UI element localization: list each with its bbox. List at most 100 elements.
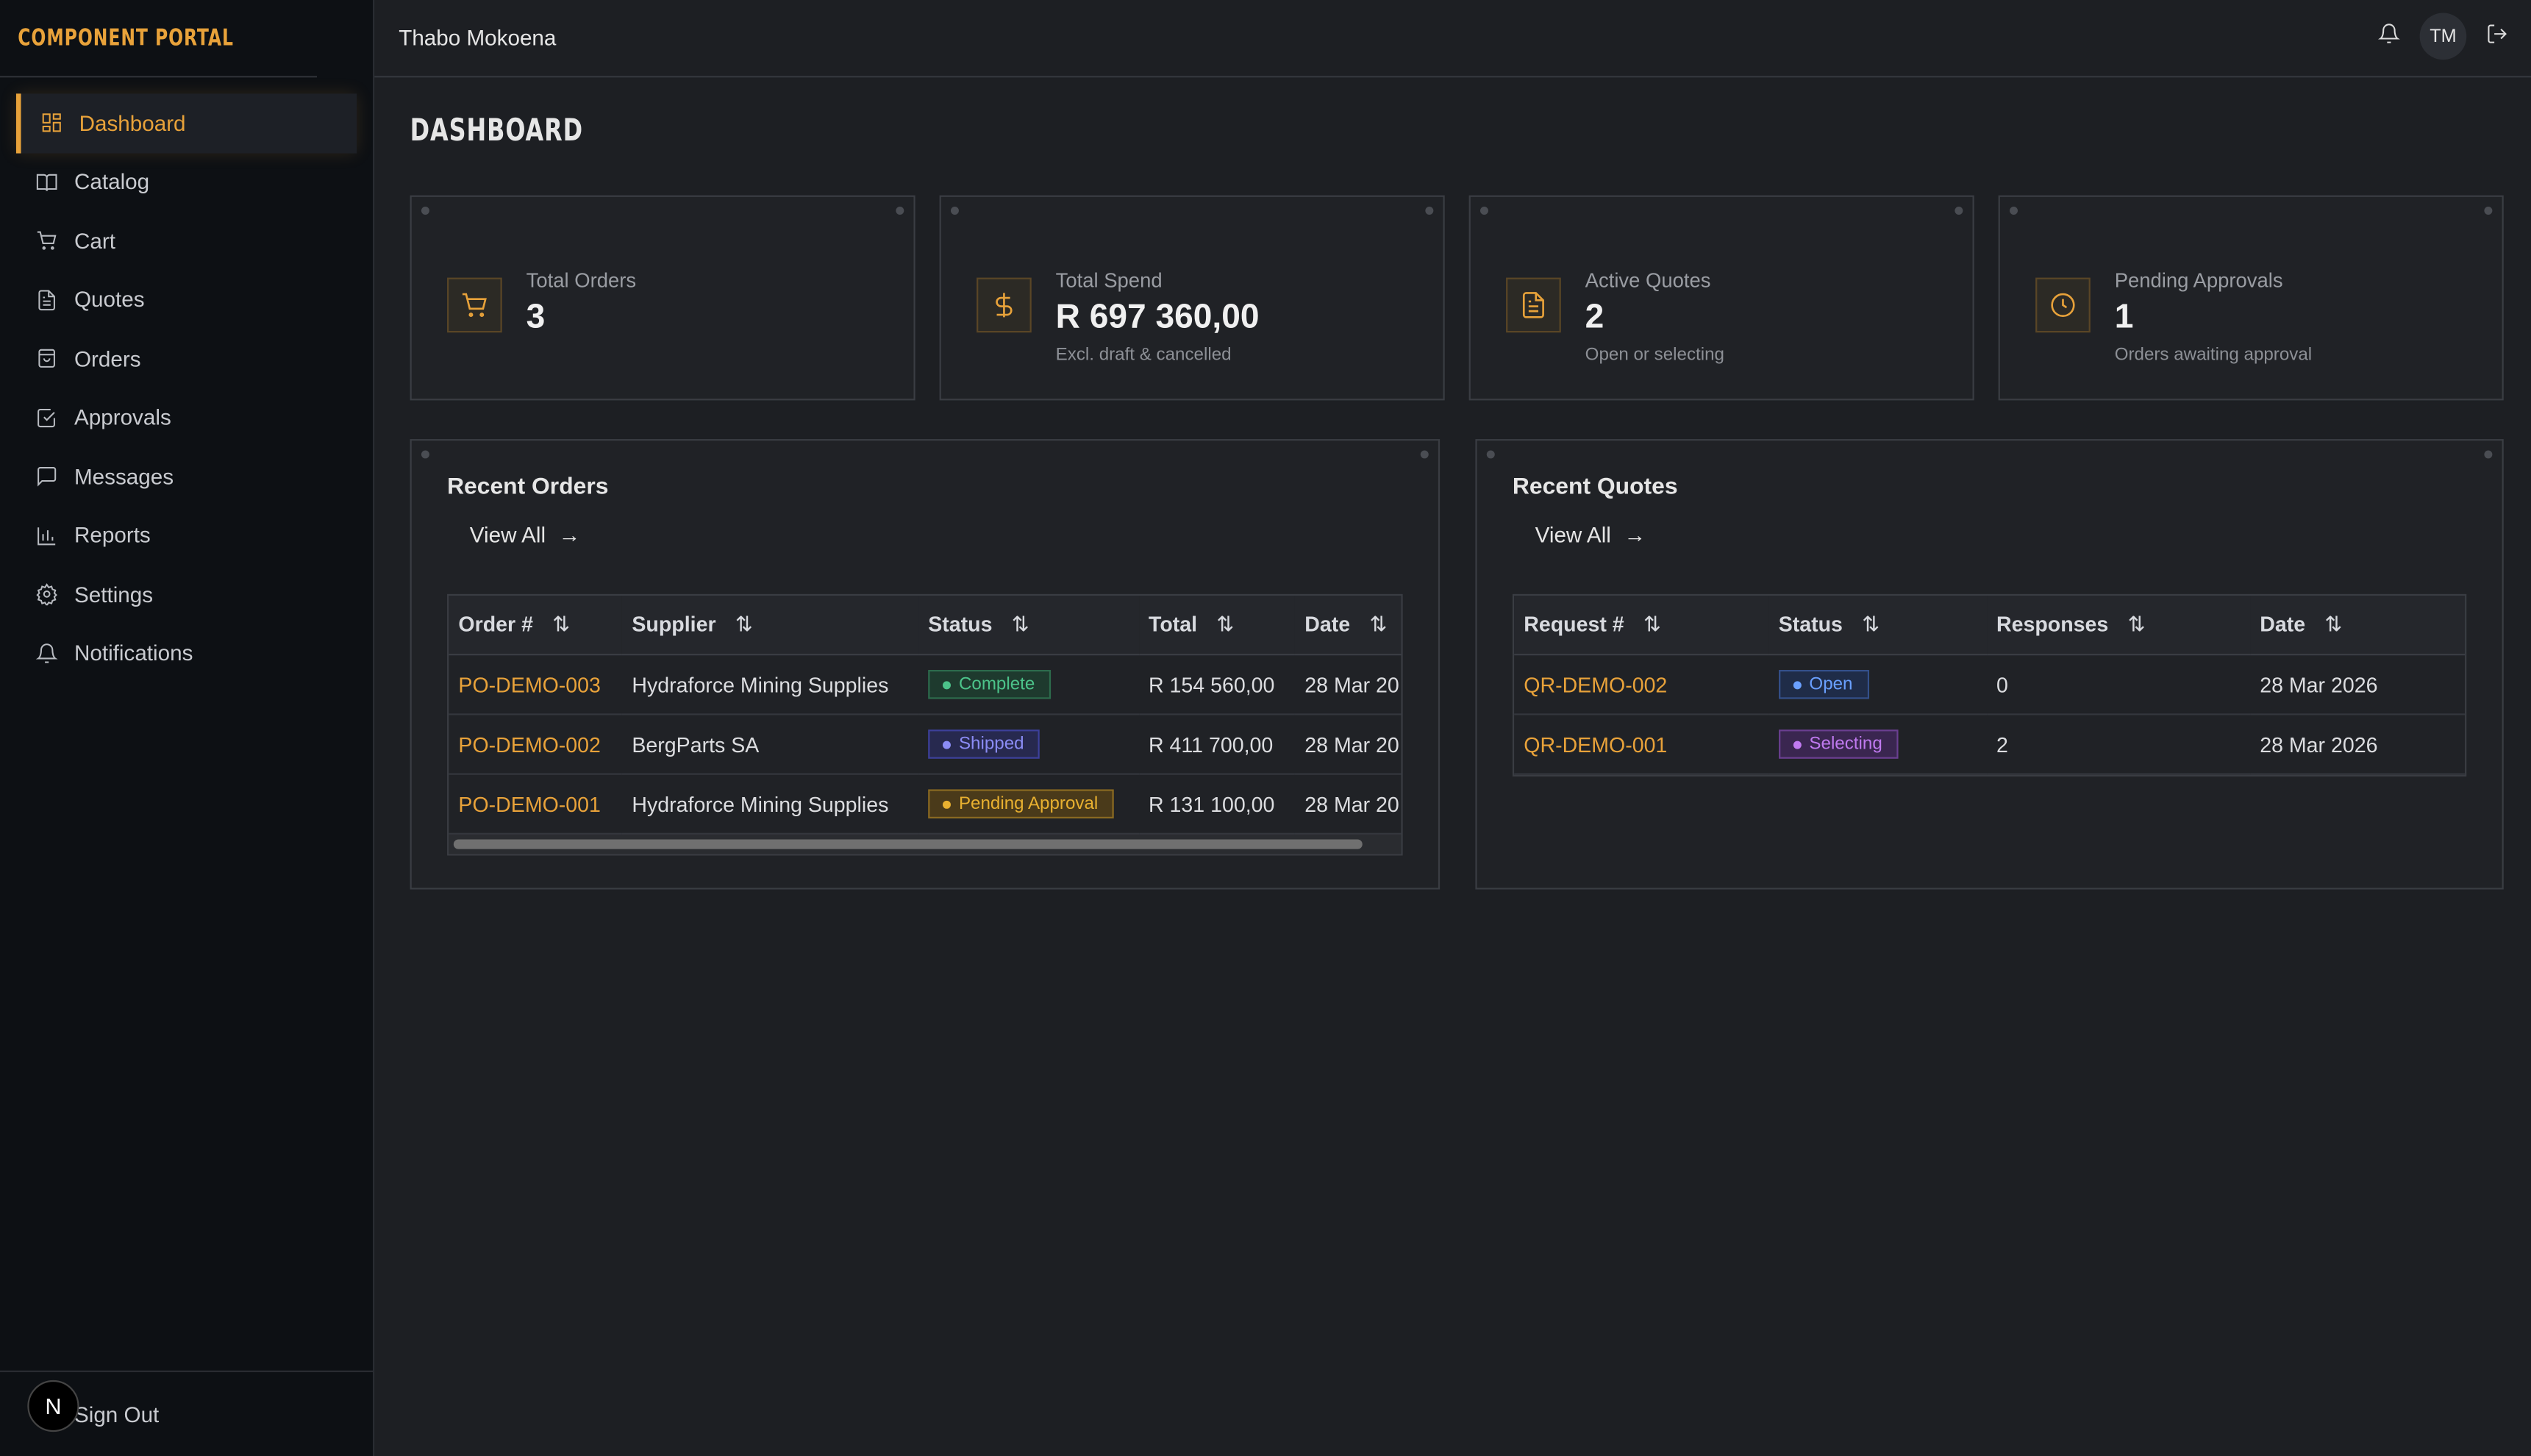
column-header[interactable]: Status ⇅ <box>1768 596 1987 656</box>
gear-icon <box>36 583 57 606</box>
quote-link[interactable]: QR-DEMO-001 <box>1514 714 1769 775</box>
total-cell: R 411 700,00 <box>1138 714 1296 775</box>
quote-link[interactable]: QR-DEMO-002 <box>1514 654 1769 715</box>
sidebar-item-label: Settings <box>74 582 154 607</box>
dev-tools-badge[interactable]: N <box>27 1380 79 1432</box>
stat-card: Total Orders 3 <box>410 195 915 401</box>
table-row[interactable]: PO-DEMO-002 BergParts SA Shipped R 411 700,… <box>449 714 1402 775</box>
table-row[interactable]: PO-DEMO-001 Hydraforce Mining Supplies Pen… <box>449 774 1402 835</box>
sidebar-item-orders[interactable]: Orders <box>0 329 373 388</box>
book-icon <box>36 174 57 191</box>
column-header[interactable]: Status ⇅ <box>918 596 1139 656</box>
stat-subtext: Excl. draft & cancelled <box>1055 345 1232 365</box>
brand-logo: COMPONENT PORTAL <box>0 0 318 78</box>
stat-label: Active Quotes <box>1585 269 1711 293</box>
sort-icon[interactable]: ⇅ <box>735 611 753 636</box>
table-row[interactable]: PO-DEMO-003 Hydraforce Mining Supplies Com… <box>449 654 1402 715</box>
stat-subtext: Orders awaiting approval <box>2114 345 2313 365</box>
sort-icon[interactable]: ⇅ <box>2127 611 2146 636</box>
view-all-orders-link[interactable]: View All → <box>470 523 580 547</box>
sidebar-item-label: Dashboard <box>79 110 186 135</box>
total-cell: R 154 560,00 <box>1138 654 1296 715</box>
view-all-label: View All <box>469 523 546 548</box>
sidebar-item-label: Notifications <box>74 641 193 665</box>
dashboard-icon <box>42 113 61 132</box>
clock-icon <box>2035 277 2091 333</box>
sort-icon[interactable]: ⇅ <box>1369 611 1388 636</box>
order-link[interactable]: PO-DEMO-002 <box>449 714 623 775</box>
stat-value: 1 <box>2114 299 2134 336</box>
view-all-quotes-link[interactable]: View All → <box>1535 523 1646 547</box>
stat-card: Pending Approvals 1 Orders awaiting appr… <box>1998 195 2504 401</box>
table-row[interactable]: QR-DEMO-001 Selecting 2 28 Mar 2026 <box>1514 714 2466 775</box>
sidebar-item-approvals[interactable]: Approvals <box>0 388 373 447</box>
sidebar-item-catalog[interactable]: Catalog <box>0 152 373 211</box>
stat-label: Total Spend <box>1055 269 1163 293</box>
sidebar-item-label: Quotes <box>74 288 145 313</box>
sign-out-button[interactable]: Sign Out <box>0 1370 374 1456</box>
sidebar: COMPONENT PORTAL Dashboard Catalog Cart Quo… <box>0 0 375 1456</box>
column-header[interactable]: Order # ⇅ <box>449 596 623 656</box>
column-header[interactable]: Date ⇅ <box>2250 596 2466 656</box>
logout-icon[interactable] <box>2486 23 2509 50</box>
recent-orders-panel: Recent Orders View All → Order # ⇅ Supplier… <box>410 439 1441 890</box>
order-link[interactable]: PO-DEMO-001 <box>449 774 623 835</box>
recent-quotes-panel: Recent Quotes View All → Request # ⇅ Status… <box>1475 439 2504 890</box>
column-header[interactable]: Responses ⇅ <box>1986 596 2251 656</box>
sidebar-item-label: Reports <box>74 523 151 548</box>
orders-table: Order # ⇅ Supplier ⇅ Status ⇅ Total ⇅ Date ⇅ PO-DE… <box>447 593 1403 856</box>
main-content: DASHBOARD Total Orders 3 Total Spend R 6… <box>410 113 2504 890</box>
sidebar-item-dashboard[interactable]: Dashboard <box>15 93 357 153</box>
dollar-icon <box>977 277 1032 333</box>
date-cell: 28 Mar 20 <box>1295 714 1402 775</box>
column-header[interactable]: Date ⇅ <box>1295 596 1402 656</box>
stat-value: R 697 360,00 <box>1055 299 1260 336</box>
sort-icon[interactable]: ⇅ <box>2324 611 2343 636</box>
stats-row: Total Orders 3 Total Spend R 697 360,00 … <box>410 195 2504 401</box>
sort-icon[interactable]: ⇅ <box>1011 611 1029 636</box>
sidebar-item-quotes[interactable]: Quotes <box>0 271 373 329</box>
bag-icon <box>38 349 55 368</box>
sidebar-item-reports[interactable]: Reports <box>0 506 373 565</box>
avatar[interactable]: TM <box>2419 13 2467 60</box>
sort-icon[interactable]: ⇅ <box>552 611 571 636</box>
sidebar-item-label: Approvals <box>74 405 171 430</box>
column-header[interactable]: Request # ⇅ <box>1514 596 1769 656</box>
sort-icon[interactable]: ⇅ <box>1862 611 1880 636</box>
order-link[interactable]: PO-DEMO-003 <box>449 654 623 715</box>
panel-title: Recent Quotes <box>1512 474 1678 501</box>
view-all-label: View All <box>1535 523 1611 548</box>
date-cell: 28 Mar 2026 <box>2250 714 2466 775</box>
quotes-table: Request # ⇅ Status ⇅ Responses ⇅ Date ⇅ QR-DEMO-… <box>1512 593 2467 777</box>
responses-cell: 0 <box>1986 654 2251 715</box>
sidebar-item-notifications[interactable]: Notifications <box>0 624 373 682</box>
status-badge: Shipped <box>928 729 1040 760</box>
stat-label: Pending Approvals <box>2114 269 2283 293</box>
stat-value: 3 <box>526 299 546 336</box>
sidebar-item-label: Cart <box>74 229 115 254</box>
page-title: DASHBOARD <box>410 113 584 149</box>
sidebar-item-messages[interactable]: Messages <box>0 447 373 506</box>
stat-label: Total Orders <box>526 269 637 293</box>
status-badge: Open <box>1778 670 1869 700</box>
sort-icon[interactable]: ⇅ <box>1643 611 1661 636</box>
bell-icon[interactable] <box>2377 23 2401 50</box>
column-header[interactable]: Total ⇅ <box>1138 596 1296 656</box>
horizontal-scrollbar[interactable] <box>449 834 1402 854</box>
sidebar-item-settings[interactable]: Settings <box>0 565 373 624</box>
date-cell: 28 Mar 2026 <box>2250 654 2466 715</box>
user-name: Thabo Mokoena <box>399 26 557 51</box>
sidebar-item-label: Orders <box>74 346 141 371</box>
stat-subtext: Open or selecting <box>1585 345 1724 365</box>
status-badge: Complete <box>928 670 1052 700</box>
arrow-right-icon: → <box>558 523 581 548</box>
bar-chart-icon <box>38 527 56 545</box>
bell-icon <box>35 643 58 663</box>
sort-icon[interactable]: ⇅ <box>1216 611 1235 636</box>
status-badge: Selecting <box>1778 729 1899 760</box>
status-badge: Pending Approval <box>928 790 1115 819</box>
sidebar-item-cart[interactable]: Cart <box>0 212 373 271</box>
column-header[interactable]: Supplier ⇅ <box>622 596 919 656</box>
cart-icon <box>447 277 502 333</box>
table-row[interactable]: QR-DEMO-002 Open 0 28 Mar 2026 <box>1514 654 2466 715</box>
